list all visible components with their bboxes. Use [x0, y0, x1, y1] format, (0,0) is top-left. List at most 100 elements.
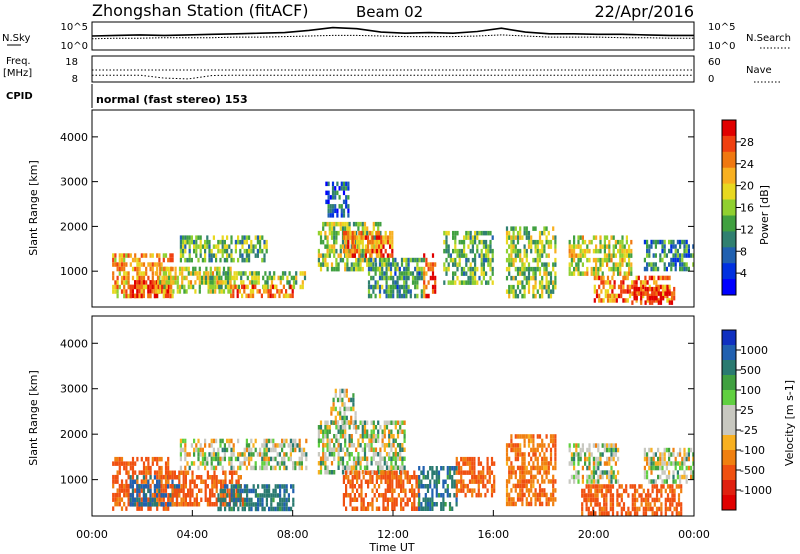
- echo-cell: [485, 280, 488, 285]
- echo-cell: [171, 497, 174, 502]
- echo-cell: [510, 497, 513, 502]
- echo-cell: [300, 456, 303, 462]
- echo-cell: [335, 434, 338, 439]
- echo-cell: [629, 484, 632, 489]
- echo-cell: [134, 502, 137, 507]
- echo-cell: [620, 289, 623, 294]
- echo-cell: [265, 239, 268, 245]
- echo-cell: [601, 257, 604, 263]
- echo-cell: [661, 248, 664, 254]
- echo-cell: [467, 244, 470, 249]
- echo-cell: [552, 284, 555, 290]
- echo-cell: [322, 262, 325, 267]
- echo-cell: [252, 293, 255, 299]
- echo-cell: [274, 488, 277, 494]
- echo-cell: [505, 235, 509, 240]
- echo-cell: [112, 497, 115, 502]
- echo-cell: [672, 244, 675, 249]
- echo-cell: [341, 244, 345, 249]
- echo-cell: [147, 262, 150, 267]
- echo-cell: [458, 253, 461, 258]
- echo-cell: [577, 235, 580, 240]
- echo-cell: [454, 280, 457, 285]
- echo-cell: [603, 235, 606, 240]
- echo-cell: [613, 280, 616, 285]
- echo-cell: [491, 266, 494, 272]
- echo-cell: [212, 244, 215, 249]
- echo-cell: [680, 511, 683, 516]
- echo-cell: [388, 456, 391, 461]
- echo-cell: [666, 493, 670, 498]
- echo-cell: [650, 262, 653, 267]
- echo-cell: [254, 461, 257, 466]
- echo-cell: [140, 484, 143, 489]
- echo-cell: [477, 474, 480, 480]
- echo-cell: [523, 275, 526, 281]
- echo-cell: [224, 470, 227, 475]
- echo-cell: [672, 447, 675, 453]
- echo-cell: [420, 289, 423, 294]
- echo-cell: [525, 483, 528, 489]
- echo-cell: [396, 429, 400, 434]
- echo-cell: [404, 493, 407, 498]
- echo-cell: [257, 484, 260, 489]
- echo-cell: [447, 248, 450, 254]
- echo-cell: [212, 447, 215, 453]
- echo-cell: [403, 275, 406, 281]
- echo-cell: [208, 443, 211, 448]
- echo-cell: [659, 239, 662, 245]
- echo-cell: [203, 280, 206, 285]
- echo-cell: [140, 456, 143, 462]
- echo-cell: [280, 289, 283, 294]
- echo-cell: [384, 475, 387, 480]
- echo-cell: [552, 226, 555, 231]
- echo-cell: [160, 474, 163, 480]
- echo-cell: [273, 271, 276, 276]
- echo-cell: [337, 447, 340, 452]
- echo-cell: [414, 284, 417, 290]
- echo-cell: [199, 461, 202, 466]
- echo-cell: [330, 266, 334, 272]
- echo-cell: [586, 244, 589, 249]
- echo-cell: [462, 470, 465, 475]
- echo-cell: [237, 479, 240, 484]
- echo-cell: [609, 497, 612, 503]
- echo-cell: [532, 266, 535, 272]
- echo-cell: [378, 230, 381, 236]
- echo-cell: [292, 447, 295, 453]
- echo-cell: [508, 262, 511, 267]
- echo-cell: [340, 186, 343, 191]
- echo-cell: [669, 484, 672, 489]
- echo-cell: [595, 266, 598, 272]
- echo-cell: [226, 248, 229, 254]
- echo-cell: [545, 501, 548, 507]
- echo-cell: [460, 280, 463, 285]
- echo-cell: [160, 502, 163, 507]
- echo-cell: [521, 461, 524, 466]
- echo-cell: [223, 452, 226, 457]
- echo-cell: [276, 443, 279, 448]
- echo-cell: [254, 465, 257, 471]
- echo-cell: [418, 266, 421, 272]
- echo-cell: [646, 286, 649, 292]
- echo-cell: [599, 257, 602, 263]
- echo-cell: [322, 443, 325, 448]
- echo-cell: [276, 452, 279, 457]
- xtick-label: 12:00: [377, 528, 409, 541]
- echo-cell: [378, 284, 382, 290]
- echo-cell: [204, 248, 207, 254]
- echo-cell: [510, 501, 513, 507]
- echo-cell: [440, 502, 443, 507]
- echo-cell: [334, 186, 337, 191]
- echo-cell: [478, 253, 481, 258]
- echo-cell: [681, 257, 684, 263]
- echo-cell: [328, 253, 331, 258]
- echo-cell: [336, 181, 339, 187]
- echo-cell: [267, 293, 270, 299]
- echo-cell: [145, 456, 148, 462]
- echo-cell: [433, 484, 436, 489]
- echo-cell: [625, 271, 628, 276]
- echo-cell: [123, 501, 126, 507]
- echo-cell: [489, 248, 492, 254]
- echo-cell: [367, 244, 370, 249]
